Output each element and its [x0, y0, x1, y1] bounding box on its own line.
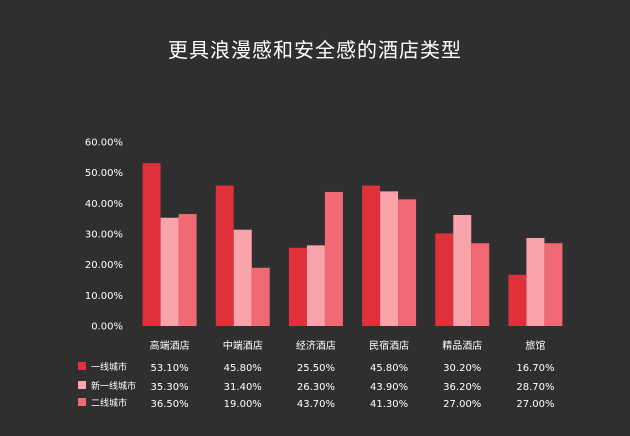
y-tick-label: 50.00% — [85, 168, 123, 179]
x-category-label: 民宿酒店 — [369, 339, 409, 352]
data-table-cell: 36.50% — [151, 399, 189, 410]
data-table-cell: 45.80% — [224, 363, 262, 374]
data-table-cell: 36.20% — [443, 382, 481, 393]
x-category-label: 高端酒店 — [150, 339, 190, 352]
x-category-label: 精品酒店 — [442, 339, 482, 352]
bar — [233, 229, 252, 326]
bar — [471, 243, 490, 326]
legend-label: 新一线城市 — [91, 380, 136, 392]
bar — [215, 185, 234, 326]
data-table-cell: 41.30% — [370, 399, 408, 410]
legend-label: 二线城市 — [91, 397, 127, 409]
bar — [324, 191, 343, 326]
legend-marker — [78, 362, 86, 370]
y-tick-label: 40.00% — [85, 199, 123, 210]
bar — [362, 185, 381, 326]
data-table-cell: 28.70% — [516, 382, 554, 393]
data-table-cell: 27.00% — [443, 399, 481, 410]
bar — [526, 237, 545, 326]
y-tick-label: 10.00% — [85, 291, 123, 302]
legend-marker — [78, 398, 86, 406]
data-table-cell: 26.30% — [297, 382, 335, 393]
bar — [453, 214, 472, 326]
data-table-cell: 45.80% — [370, 363, 408, 374]
bar — [544, 243, 563, 326]
y-tick-label: 20.00% — [85, 260, 123, 271]
data-table-cell: 19.00% — [224, 399, 262, 410]
data-table-cell: 43.70% — [297, 399, 335, 410]
legend-label: 一线城市 — [91, 361, 127, 373]
data-table-cell: 27.00% — [516, 399, 554, 410]
x-category-label: 中端酒店 — [223, 339, 263, 352]
x-category-label: 经济酒店 — [296, 339, 336, 352]
data-table-cell: 53.10% — [151, 363, 189, 374]
data-table-cell: 31.40% — [224, 382, 262, 393]
bar — [288, 247, 307, 326]
data-table-cell: 35.30% — [151, 382, 189, 393]
legend-marker — [78, 381, 86, 389]
bar — [251, 267, 270, 326]
bar — [306, 245, 325, 326]
data-table-cell: 43.90% — [370, 382, 408, 393]
bar — [380, 191, 399, 326]
bar — [435, 233, 454, 326]
data-table-cell: 16.70% — [516, 363, 554, 374]
data-table-cell: 25.50% — [297, 363, 335, 374]
y-tick-label: 0.00% — [91, 322, 123, 333]
bar — [178, 214, 197, 326]
bar — [142, 163, 161, 326]
bar — [508, 274, 527, 326]
y-tick-label: 30.00% — [85, 230, 123, 241]
y-tick-label: 60.00% — [85, 138, 123, 149]
bar — [160, 217, 179, 326]
bar — [398, 199, 417, 326]
data-table-cell: 30.20% — [443, 363, 481, 374]
x-category-label: 旅馆 — [525, 339, 545, 352]
chart-title: 更具浪漫感和安全感的酒店类型 — [168, 38, 462, 62]
